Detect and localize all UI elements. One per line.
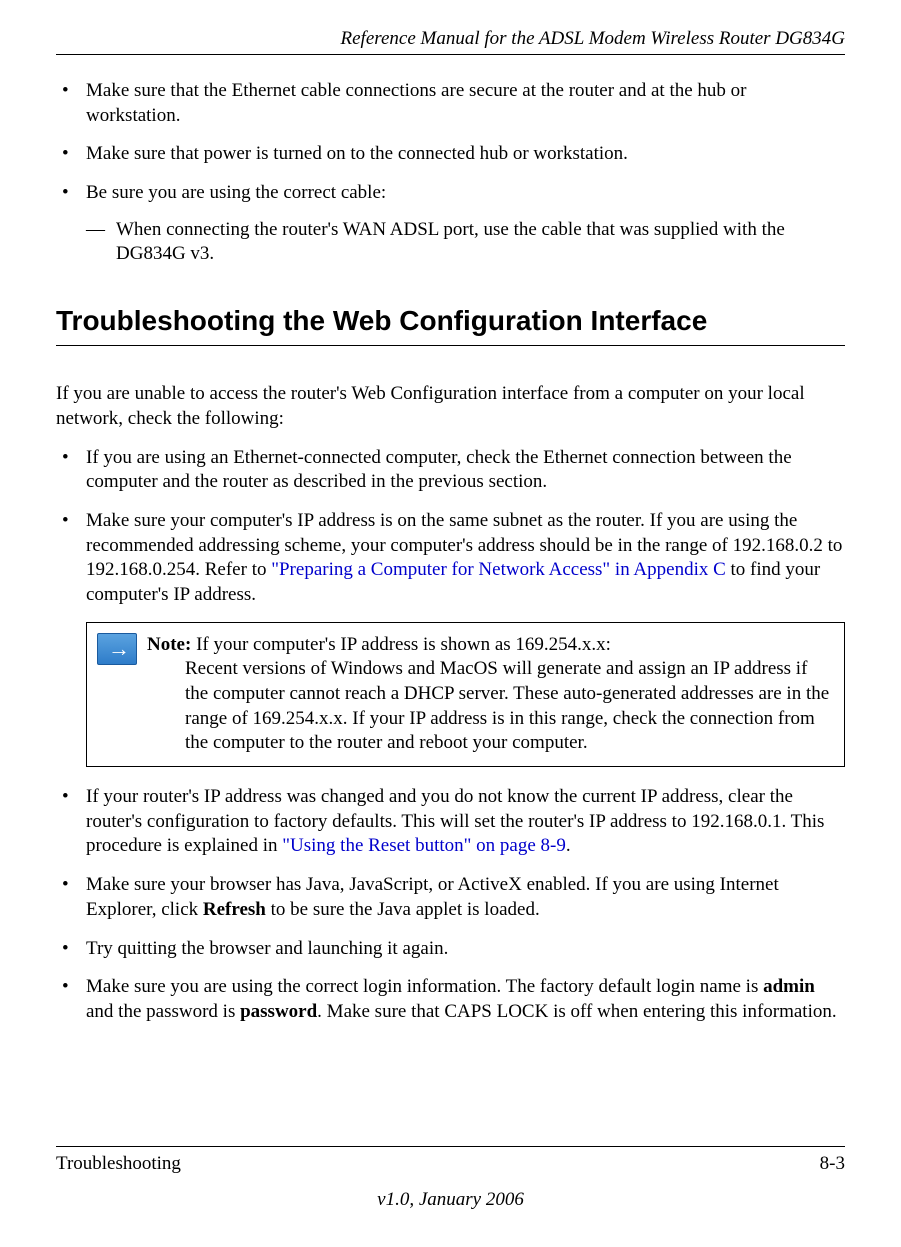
bold-text: admin: [763, 976, 815, 997]
list-item: Try quitting the browser and launching i…: [56, 937, 845, 962]
list-item: If your router's IP address was changed …: [56, 785, 845, 859]
section-intro: If you are unable to access the router's…: [56, 382, 845, 431]
list-item: If you are using an Ethernet-connected c…: [56, 446, 845, 495]
note-content: Note: If your computer's IP address is s…: [145, 623, 844, 766]
bullet-text: Make sure that power is turned on to the…: [86, 143, 628, 164]
list-item: Be sure you are using the correct cable:…: [56, 181, 845, 267]
list-item: Make sure your browser has Java, JavaScr…: [56, 873, 845, 922]
bullet-text: Make sure that the Ethernet cable connec…: [86, 80, 747, 126]
bullet-text: Try quitting the browser and launching i…: [86, 938, 448, 959]
arrow-icon: [97, 633, 137, 665]
bullet-text: . Make sure that CAPS LOCK is off when e…: [317, 1001, 836, 1022]
dash-list: When connecting the router's WAN ADSL po…: [86, 218, 845, 267]
list-item: Make sure you are using the correct logi…: [56, 975, 845, 1024]
footer-version: v1.0, January 2006: [56, 1189, 845, 1211]
xref-link[interactable]: "Preparing a Computer for Network Access…: [271, 559, 726, 580]
bullet-text: to be sure the Java applet is loaded.: [266, 899, 540, 920]
footer-section-name: Troubleshooting: [56, 1153, 181, 1175]
page-footer: Troubleshooting 8-3 v1.0, January 2006: [56, 1146, 845, 1211]
note-icon-cell: [87, 623, 145, 675]
bullet-text: and the password is: [86, 1001, 240, 1022]
bold-text: Refresh: [203, 899, 266, 920]
header-title: Reference Manual for the ADSL Modem Wire…: [341, 28, 845, 49]
bullet-text: .: [566, 835, 571, 856]
bullet-text: Make sure you are using the correct logi…: [86, 976, 763, 997]
list-item: Make sure that power is turned on to the…: [56, 142, 845, 167]
page-header: Reference Manual for the ADSL Modem Wire…: [56, 0, 845, 55]
list-item: Make sure your computer's IP address is …: [56, 509, 845, 608]
mid-bullet-list: If you are using an Ethernet-connected c…: [56, 446, 845, 608]
top-bullet-list: Make sure that the Ethernet cable connec…: [56, 79, 845, 267]
bullet-text: Be sure you are using the correct cable:: [86, 182, 386, 203]
lower-bullet-list: If your router's IP address was changed …: [56, 785, 845, 1025]
bullet-text: If you are using an Ethernet-connected c…: [86, 447, 792, 493]
note-label: Note:: [147, 634, 196, 655]
dash-text: When connecting the router's WAN ADSL po…: [116, 219, 785, 265]
note-body: Recent versions of Windows and MacOS wil…: [147, 657, 830, 756]
xref-link[interactable]: "Using the Reset button" on page 8-9: [282, 835, 566, 856]
list-item: Make sure that the Ethernet cable connec…: [56, 79, 845, 128]
note-line1: If your computer's IP address is shown a…: [196, 634, 611, 655]
footer-page-number: 8-3: [820, 1153, 845, 1175]
bold-text: password: [240, 1001, 317, 1022]
section-heading: Troubleshooting the Web Configuration In…: [56, 305, 845, 346]
dash-item: When connecting the router's WAN ADSL po…: [86, 218, 845, 267]
note-box: Note: If your computer's IP address is s…: [86, 622, 845, 767]
